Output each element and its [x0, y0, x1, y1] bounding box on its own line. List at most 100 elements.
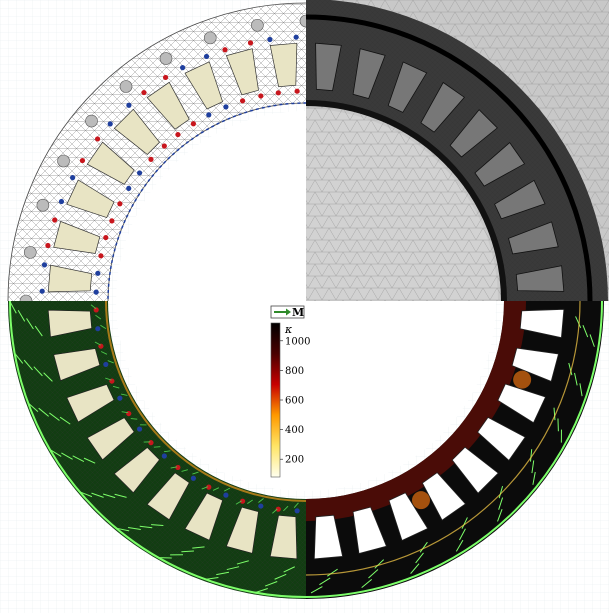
flux-arrow — [121, 393, 128, 396]
magnetization-arrow — [91, 492, 104, 498]
conductor-bar — [66, 179, 115, 219]
magnetization-arrow — [589, 334, 595, 347]
magnetization-arrow — [419, 541, 428, 553]
winding-terminal — [239, 498, 246, 504]
magnetization-arrow — [128, 526, 141, 531]
winding-terminal — [206, 484, 212, 490]
conductor-bar — [66, 383, 115, 423]
colorbar-tick-label: 200 — [285, 455, 304, 466]
quadrant-geometry — [7, 2, 306, 301]
magnetization-arrow — [49, 412, 60, 421]
winding-terminal — [275, 90, 281, 96]
flux-arrow — [105, 377, 112, 381]
winding-terminal — [141, 89, 147, 96]
conductor-bar — [184, 492, 224, 541]
mesh-slot — [315, 42, 342, 92]
quadrant-field-intensity — [306, 301, 604, 599]
stator-mesh — [8, 3, 306, 301]
winding-terminal — [148, 156, 154, 162]
winding-terminal — [117, 395, 123, 401]
magnetization-arrow — [181, 550, 194, 553]
winding-terminal — [52, 217, 58, 223]
magnet-cluster — [119, 80, 133, 93]
magnetization-arrow — [327, 568, 338, 577]
winding-terminal — [175, 464, 181, 471]
magnetization-arrow — [72, 455, 85, 462]
winding-terminal — [239, 98, 246, 104]
magnetization-arrow — [497, 509, 503, 522]
magnetization-arrow — [205, 576, 219, 580]
winding-terminal — [258, 503, 264, 509]
winding-terminal — [107, 121, 113, 127]
magnetization-arrow — [116, 527, 130, 532]
flux-arrow — [100, 351, 108, 355]
magnetization-arrow — [43, 372, 53, 382]
conductor-bar — [184, 61, 224, 110]
flux-arrow — [164, 450, 171, 453]
magnetization-arrow — [14, 352, 24, 364]
magnet-cluster — [23, 246, 37, 259]
magnet-cluster — [57, 154, 70, 168]
magnet-cluster — [203, 31, 217, 45]
flux-arrow — [258, 498, 264, 503]
magnetization-arrow — [102, 493, 116, 499]
conductor-bar — [53, 348, 101, 382]
magnetization-arrow — [410, 563, 420, 574]
mesh-slot — [387, 61, 428, 113]
magnetization-arrow — [226, 566, 240, 571]
magnetization-arrow — [582, 325, 589, 338]
winding-terminal — [93, 307, 99, 313]
magnet-cluster — [159, 52, 173, 65]
mesh-slot — [352, 48, 386, 99]
quadrant-mesh — [306, 0, 609, 301]
magnetization-arrow — [49, 449, 62, 457]
conductor-bar — [269, 42, 298, 88]
slot-opening — [313, 514, 344, 560]
hot-spot — [513, 370, 532, 389]
magnetization-arrow — [83, 457, 96, 464]
winding-terminal — [136, 426, 143, 432]
magnetization-arrow — [283, 566, 295, 573]
magnetization-arrow — [61, 452, 73, 460]
conductor-bar — [269, 514, 298, 560]
mesh-rotor-lines — [306, 109, 498, 301]
winding-terminal — [190, 121, 197, 127]
flux-arrow — [212, 487, 220, 491]
winding-terminal — [41, 262, 48, 268]
flux-arrow — [293, 502, 299, 508]
mesh-slot — [494, 179, 546, 220]
colorbar — [270, 322, 281, 478]
winding-terminal — [203, 53, 210, 60]
winding-terminal — [293, 34, 299, 40]
winding-terminal — [126, 410, 132, 417]
flux-arrow — [94, 341, 101, 346]
mesh-slot — [449, 109, 498, 158]
winding-terminal — [275, 506, 281, 512]
magnetization-arrow — [26, 318, 34, 330]
magnetization-arrow — [368, 569, 379, 579]
winding-terminal — [117, 201, 123, 207]
winding-terminal — [180, 65, 186, 71]
flux-arrow — [192, 471, 199, 475]
magnetization-arrow — [59, 416, 71, 425]
flux-lines — [8, 301, 306, 599]
winding-terminal — [162, 74, 169, 81]
winding-terminal — [126, 102, 132, 108]
colorbar-tick-label: 600 — [285, 396, 304, 407]
conductor-bar — [146, 81, 190, 130]
winding-terminal — [79, 157, 86, 164]
magnetization-arrow — [529, 449, 533, 462]
flux-arrow — [170, 466, 178, 469]
conductor-bar — [225, 506, 259, 554]
magnetization-arrow — [17, 310, 26, 322]
winding-terminal — [103, 234, 109, 241]
magnetization-arrow — [23, 359, 33, 371]
flux-arrow — [272, 508, 278, 514]
legend-arrow-head-icon — [286, 308, 291, 316]
magnetization-arrow — [33, 366, 43, 377]
conductor-bar — [113, 108, 160, 155]
magnetization-arrow — [79, 491, 93, 498]
slot-opening — [497, 383, 547, 424]
winding-terminal — [247, 40, 254, 46]
